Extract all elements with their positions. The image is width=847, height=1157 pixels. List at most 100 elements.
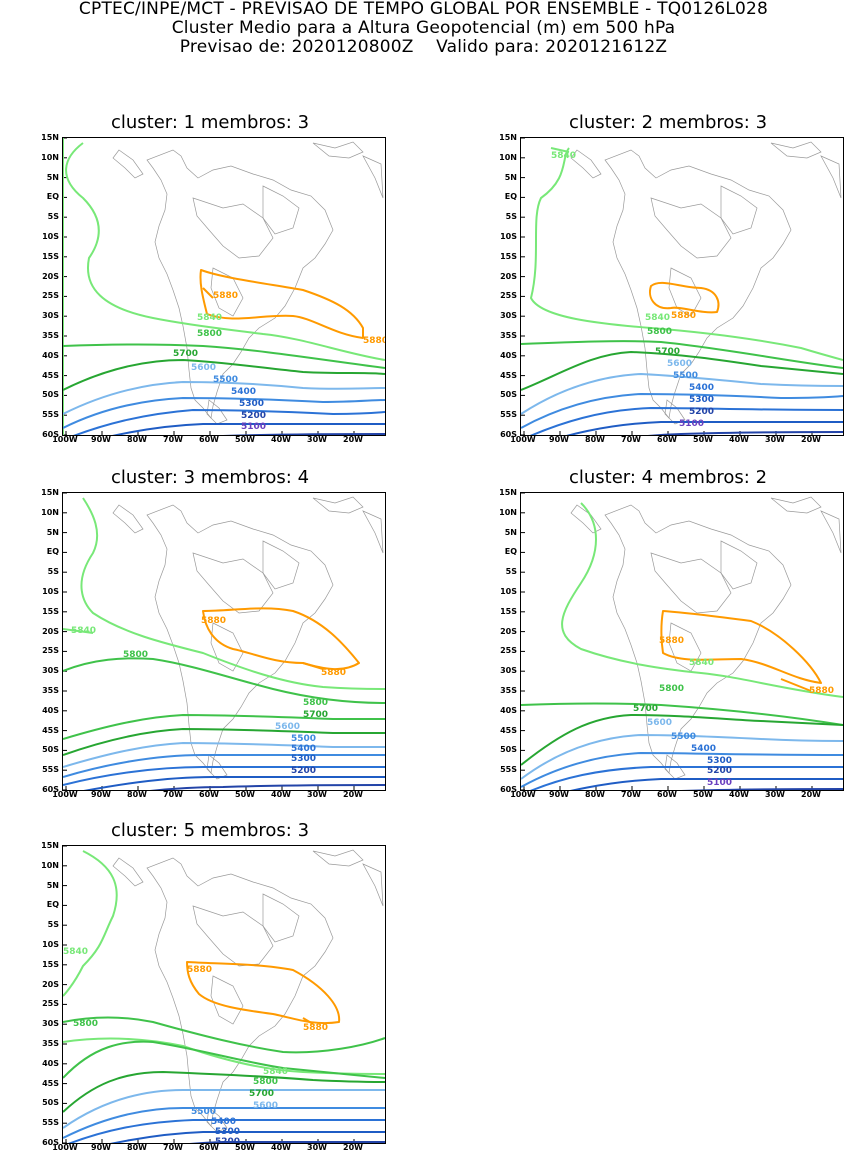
lat-tick-label: 60S (42, 430, 59, 439)
contour-line (80, 497, 385, 690)
lat-tick-label: 55S (500, 765, 517, 775)
lat-tick-label: 5S (505, 567, 517, 577)
contour-label: 5840 (645, 313, 670, 323)
contour-label: 5880 (201, 616, 226, 626)
lon-tick-label: 60W (657, 790, 677, 799)
lat-tick-label: 40S (500, 350, 517, 360)
contour-line (521, 734, 843, 780)
contour-label: 5500 (671, 732, 696, 742)
contour-line (521, 702, 843, 726)
lat-tick-label: 10S (500, 232, 517, 241)
lon-tick-label: 50W (693, 435, 713, 444)
contour-line (660, 610, 822, 684)
lon-tick-label: 40W (271, 435, 291, 444)
contour-label: 5800 (197, 329, 222, 339)
lat-tick-label: EQ (46, 900, 59, 910)
map-plot: 5880 5840 5840 5800 5700 5600 5500 5400 5300 5200… (520, 137, 844, 436)
contour-line (63, 1037, 385, 1075)
lon-tick-label: 90W (549, 790, 569, 799)
contour-line (63, 754, 385, 778)
contour-line (649, 281, 720, 314)
contour-line (521, 351, 843, 391)
contour-label: 5880 (809, 686, 834, 696)
contour-line (530, 766, 843, 790)
contour-label: 5300 (707, 756, 732, 766)
lat-tick-label: 40S (42, 705, 59, 715)
lat-tick-label: 10N (41, 860, 59, 870)
lat-tick-label: 15N (499, 133, 517, 142)
lat-tick-label: 60S (500, 785, 517, 794)
contour-line (83, 776, 385, 790)
lon-tick-label: 100W (510, 435, 536, 444)
lat-tick-label: 35S (42, 686, 59, 695)
lon-tick-label: 40W (271, 1143, 291, 1152)
lon-tick-label: 80W (585, 790, 605, 799)
contour-label: 5880 (303, 1023, 328, 1033)
contour-label: 5300 (215, 1127, 240, 1137)
lat-tick-label: 15N (41, 841, 59, 850)
contour-label: 5600 (253, 1101, 278, 1111)
lon-tick-label: 80W (127, 1143, 147, 1152)
lat-tick-label: 15S (42, 606, 59, 616)
contour-line (222, 433, 385, 435)
contour-label: 5700 (249, 1089, 274, 1099)
contour-line (302, 662, 324, 670)
lat-tick-label: 15S (42, 959, 59, 969)
panel-cluster-2: cluster: 2 membros: 3 15N 10N 5N EQ 5S 10S 15S 2… (493, 112, 844, 447)
contour-label: 5840 (689, 658, 714, 668)
lat-tick-label: 15N (41, 133, 59, 142)
lat-tick-label: 50S (500, 745, 517, 755)
header-line-1: CPTEC/INPE/MCT - PREVISAO DE TEMPO GLOBA… (78, 0, 769, 19)
contour-label: 5800 (659, 684, 684, 694)
lat-tick-label: 5N (46, 527, 59, 537)
lat-tick-label: 5S (47, 567, 59, 577)
lon-tick-label: 50W (235, 435, 255, 444)
lon-tick-label: 100W (52, 1143, 78, 1152)
coastline (112, 496, 384, 780)
contour-line (189, 1141, 385, 1143)
panel-cluster-3: cluster: 3 membros: 4 15N 10N 5N EQ 5S 10S 15S 2… (35, 467, 386, 802)
lat-tick-label: 10S (42, 232, 59, 241)
lat-tick-label: 55S (42, 1118, 59, 1128)
lat-tick-label: 25S (500, 291, 517, 301)
contour-label: 5400 (691, 744, 716, 754)
contour-map: 5840588058805800584058005700560055005400… (63, 846, 385, 1143)
lat-tick-label: 10N (499, 152, 517, 162)
lat-tick-label: 5S (47, 920, 59, 930)
lat-tick-label: 45S (500, 370, 517, 380)
lon-tick-label: 30W (307, 790, 327, 799)
contour-line (63, 397, 385, 429)
panel-title: cluster: 5 membros: 3 (110, 820, 310, 841)
lat-tick-label: 50S (42, 745, 59, 755)
contour-line (63, 714, 385, 740)
contour-line (530, 147, 843, 361)
lat-tick-label: 20S (42, 979, 59, 989)
panel-title: cluster: 3 membros: 4 (110, 467, 310, 488)
panel-cluster-1: cluster: 1 membros: 3 15N 10N 5N EQ 5S 10S 15S 2… (35, 112, 386, 447)
contour-label: 5500 (213, 375, 238, 385)
contour-line (521, 714, 843, 766)
lat-tick-label: 60S (42, 1138, 59, 1147)
panel-title: cluster: 1 membros: 3 (110, 112, 310, 133)
lon-tick-label: 80W (127, 790, 147, 799)
contour-label: 5200 (707, 766, 732, 776)
lon-tick-label: 40W (729, 790, 749, 799)
contour-label: 5400 (211, 1117, 236, 1127)
contour-label: 5840 (551, 151, 576, 161)
lat-tick-label: 5N (504, 527, 517, 537)
contour-line (63, 766, 385, 786)
contour-label: 5200 (215, 1137, 240, 1143)
contour-label: 5840 (197, 313, 222, 323)
contour-map: 5880 5880 5840 5800 5700 5600 5500 5400 5300 5200… (63, 138, 385, 435)
lon-tick-label: 50W (235, 1143, 255, 1152)
header-line-3: Previsao de: 2020120800Z Valido para: 20… (179, 37, 668, 57)
contour-label: 5200 (689, 407, 714, 417)
contour-label: 5100 (241, 422, 266, 432)
lon-tick-label: 60W (199, 435, 219, 444)
lat-tick-label: EQ (504, 192, 517, 202)
contour-label: 5700 (173, 349, 198, 359)
contour-label: 5600 (647, 718, 672, 728)
contour-line (63, 742, 385, 768)
contour-label: 5500 (191, 1107, 216, 1117)
contour-line (199, 269, 364, 339)
